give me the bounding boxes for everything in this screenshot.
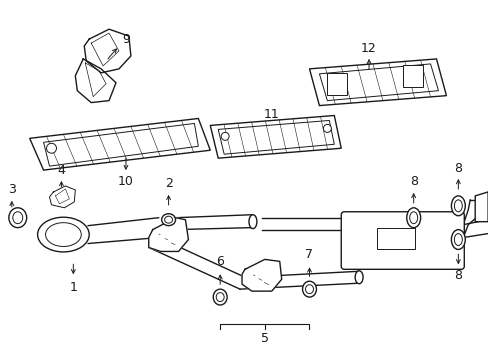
Ellipse shape — [213, 289, 227, 305]
Bar — [377, 228, 415, 249]
Bar — [403, 65, 422, 87]
Circle shape — [47, 143, 56, 153]
Text: 3: 3 — [8, 184, 16, 197]
Polygon shape — [75, 59, 116, 103]
Ellipse shape — [454, 200, 462, 212]
Polygon shape — [242, 260, 282, 291]
Ellipse shape — [306, 285, 314, 294]
Text: 6: 6 — [216, 255, 224, 268]
Text: 11: 11 — [264, 108, 280, 121]
Ellipse shape — [9, 208, 26, 228]
Ellipse shape — [454, 234, 462, 246]
Ellipse shape — [46, 223, 81, 247]
Polygon shape — [30, 118, 210, 170]
Text: 4: 4 — [57, 163, 65, 176]
Circle shape — [323, 125, 331, 132]
Ellipse shape — [410, 212, 417, 224]
Polygon shape — [84, 29, 131, 73]
Ellipse shape — [38, 217, 89, 252]
Polygon shape — [49, 186, 75, 208]
Text: 8: 8 — [454, 162, 463, 175]
Polygon shape — [475, 192, 488, 222]
Text: 8: 8 — [454, 269, 463, 282]
Text: 1: 1 — [70, 281, 77, 294]
Ellipse shape — [162, 214, 175, 226]
Text: 9: 9 — [122, 33, 130, 46]
Ellipse shape — [216, 293, 224, 302]
Circle shape — [221, 132, 229, 140]
Polygon shape — [319, 64, 439, 100]
Bar — [327, 73, 347, 95]
Polygon shape — [310, 59, 446, 105]
Polygon shape — [149, 218, 189, 251]
Polygon shape — [210, 116, 341, 158]
Ellipse shape — [451, 230, 466, 249]
Polygon shape — [44, 123, 198, 166]
Text: 10: 10 — [118, 175, 134, 189]
Text: 5: 5 — [261, 332, 269, 345]
Ellipse shape — [355, 271, 363, 284]
Text: 12: 12 — [361, 41, 377, 54]
Ellipse shape — [13, 212, 23, 224]
Polygon shape — [218, 121, 334, 154]
Text: 2: 2 — [165, 177, 172, 190]
Ellipse shape — [451, 196, 466, 216]
Text: 7: 7 — [305, 248, 314, 261]
Ellipse shape — [165, 216, 172, 223]
Ellipse shape — [302, 281, 317, 297]
Text: 8: 8 — [410, 175, 417, 189]
Ellipse shape — [407, 208, 420, 228]
FancyBboxPatch shape — [341, 212, 465, 269]
Ellipse shape — [249, 215, 257, 229]
